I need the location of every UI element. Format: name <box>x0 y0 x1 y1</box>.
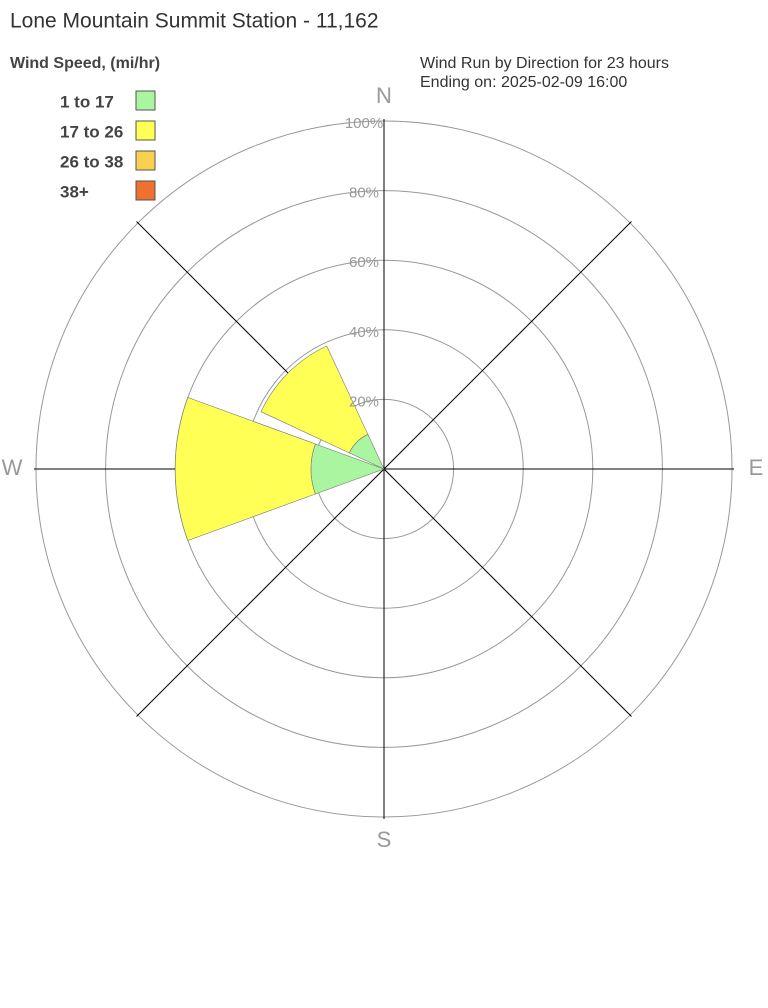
legend-label: 17 to 26 <box>60 122 123 141</box>
subtitle: Wind Run by Direction for 23 hours <box>420 55 669 72</box>
direction-label: W <box>2 455 23 480</box>
direction-label: E <box>749 455 764 480</box>
r-tick-label: 60% <box>349 254 379 271</box>
r-tick-label: 80% <box>349 185 379 202</box>
legend-swatch <box>135 150 156 171</box>
r-tick-label: 40% <box>349 324 379 341</box>
wedge <box>174 397 316 541</box>
legend-swatch <box>135 120 156 141</box>
legend-swatch <box>135 90 156 111</box>
wedge <box>260 345 369 454</box>
subtitle: Ending on: 2025-02-09 16:00 <box>420 74 627 91</box>
legend-label: 1 to 17 <box>60 92 114 111</box>
legend-swatch <box>135 180 156 201</box>
legend-label: 38+ <box>60 182 89 201</box>
chart-title: Lone Mountain Summit Station - 11,162 <box>10 10 379 33</box>
direction-label: S <box>377 827 392 852</box>
legend-label: 26 to 38 <box>60 152 123 171</box>
r-tick-label: 100% <box>345 115 383 132</box>
r-tick-label: 20% <box>349 393 379 410</box>
legend-title: Wind Speed, (mi/hr) <box>10 55 160 72</box>
direction-label: N <box>376 83 392 108</box>
